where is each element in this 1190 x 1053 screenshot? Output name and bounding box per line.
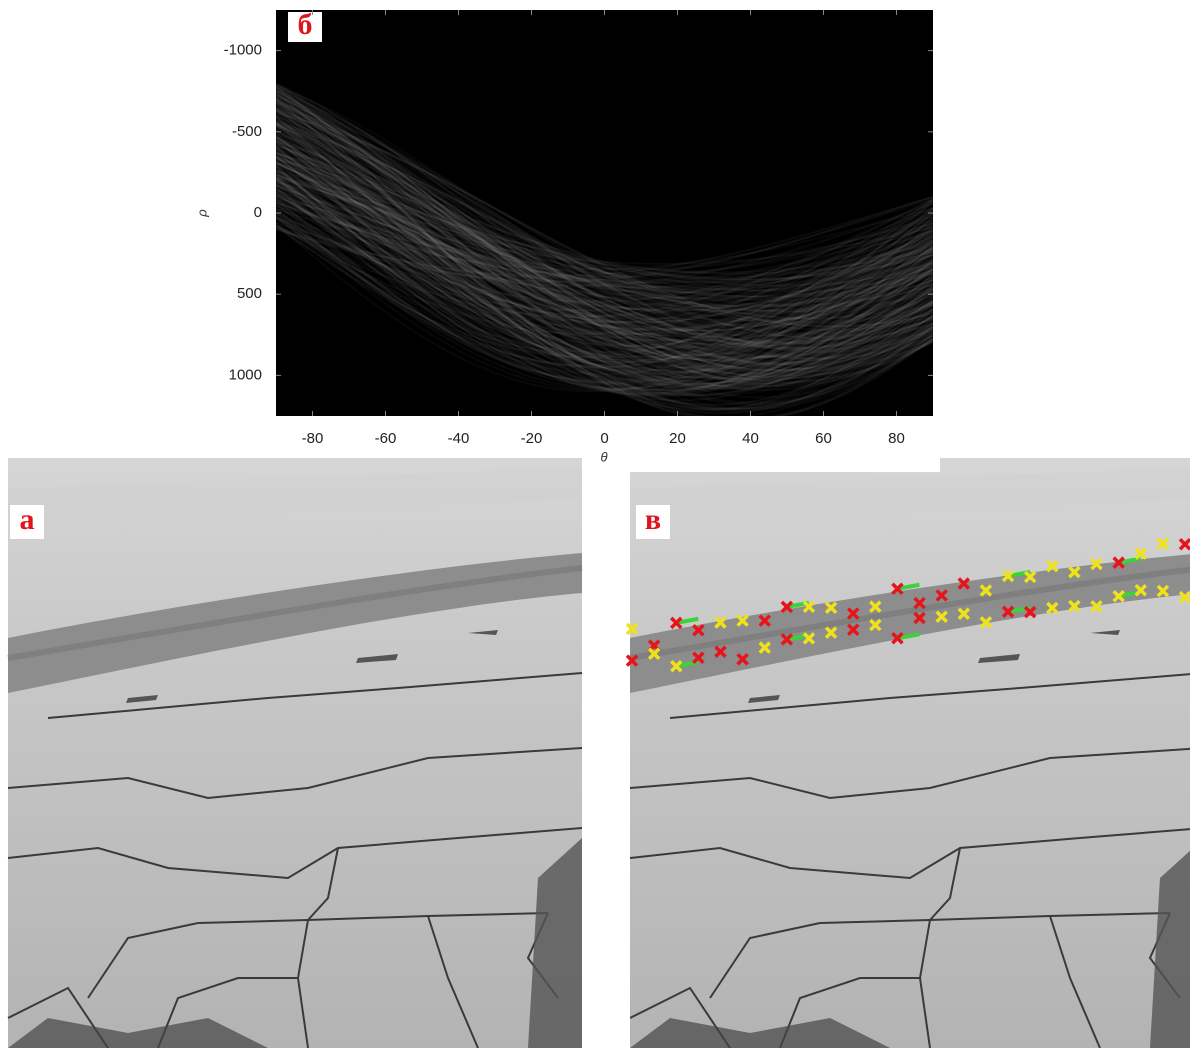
- x-tick-label: -60: [375, 430, 397, 447]
- photo-panel-b: в: [627, 458, 1190, 1048]
- x-tick-label: 60: [815, 430, 832, 447]
- x-tick-label: -40: [448, 430, 470, 447]
- photo-panel-a: а: [8, 458, 582, 1048]
- x-tick-label: 20: [669, 430, 686, 447]
- x-tick-label: -80: [302, 430, 324, 447]
- panel-label: а: [20, 503, 35, 536]
- x-axis-label: θ: [600, 449, 607, 464]
- hough-plot: б θ ρ -80 -60 -40 -20 0 20 40 60 80 -1000 -500 0 500…: [194, 8, 933, 465]
- panel-label: б: [298, 8, 313, 41]
- x-tick-label: 0: [600, 430, 608, 447]
- y-tick-label: 0: [254, 204, 262, 221]
- y-axis-label: ρ: [194, 209, 209, 218]
- y-tick-label: -1000: [224, 42, 262, 59]
- x-tick-label: -20: [521, 430, 543, 447]
- x-tick-label: 40: [742, 430, 759, 447]
- photo: [8, 458, 582, 1048]
- photo-frame: [630, 458, 1190, 1048]
- x-tick-label: 80: [888, 430, 905, 447]
- figure: б θ ρ -80 -60 -40 -20 0 20 40 60 80 -1000 -500 0 500…: [0, 0, 1190, 1048]
- panel-label: в: [645, 503, 661, 536]
- y-tick-label: 1000: [229, 366, 262, 383]
- y-tick-label: -500: [232, 123, 262, 140]
- y-tick-label: 500: [237, 285, 262, 302]
- photo-mask: [630, 458, 940, 472]
